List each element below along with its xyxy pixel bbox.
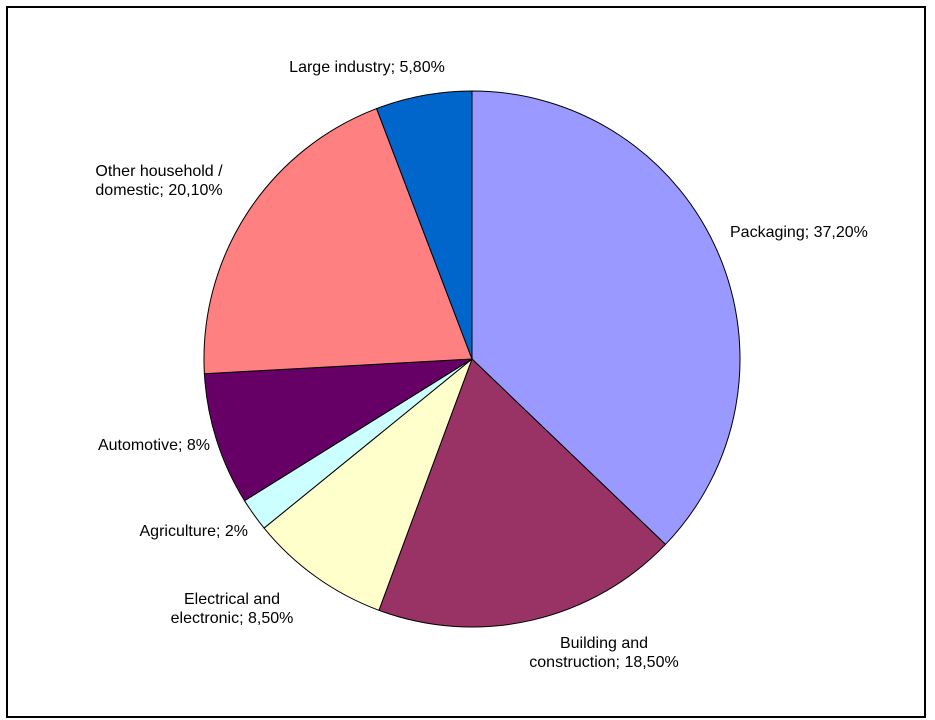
data-label-line: Large industry; 5,80% — [289, 59, 445, 76]
pie-slice-automotive — [203, 358, 473, 502]
data-label-line: Packaging; 37,20% — [730, 224, 868, 241]
data-label-line: Electrical and — [184, 591, 280, 608]
data-label-large-industry: Large industry; 5,80% — [289, 59, 445, 76]
pie-labels: Packaging; 37,20% Building and constructio… — [95, 59, 867, 671]
data-label-other-household-domestic: Other household / domestic; 20,10% — [95, 163, 223, 199]
pie-slice-other-household-domestic — [203, 107, 473, 375]
pie-slice-packaging — [471, 90, 741, 546]
data-label-line: construction; 18,50% — [529, 654, 678, 671]
data-label-line: electronic; 8,50% — [171, 610, 294, 627]
data-label-agriculture: Agriculture; 2% — [140, 523, 249, 540]
data-label-automotive: Automotive; 8% — [98, 437, 210, 454]
pie-slice-large-industry — [375, 90, 473, 360]
data-label-electrical-and-electronic: Electrical and electronic; 8,50% — [171, 591, 294, 627]
data-label-line: Agriculture; 2% — [140, 523, 249, 540]
pie-chart: Packaging; 37,20% Building and constructio… — [95, 59, 867, 671]
data-label-line: domestic; 20,10% — [95, 182, 222, 199]
data-label-line: Automotive; 8% — [98, 437, 210, 454]
data-label-packaging: Packaging; 37,20% — [730, 224, 868, 241]
data-label-line: Other household / — [95, 163, 223, 180]
chart-frame: Packaging; 37,20% Building and constructio… — [6, 6, 926, 718]
pie-slices — [203, 90, 741, 628]
pie-slice-building-and-construction — [378, 358, 667, 628]
data-label-line: Building and — [560, 635, 648, 652]
pie-slice-electrical-and-electronic — [263, 357, 474, 611]
data-label-building-and-construction: Building and construction; 18,50% — [529, 635, 678, 671]
